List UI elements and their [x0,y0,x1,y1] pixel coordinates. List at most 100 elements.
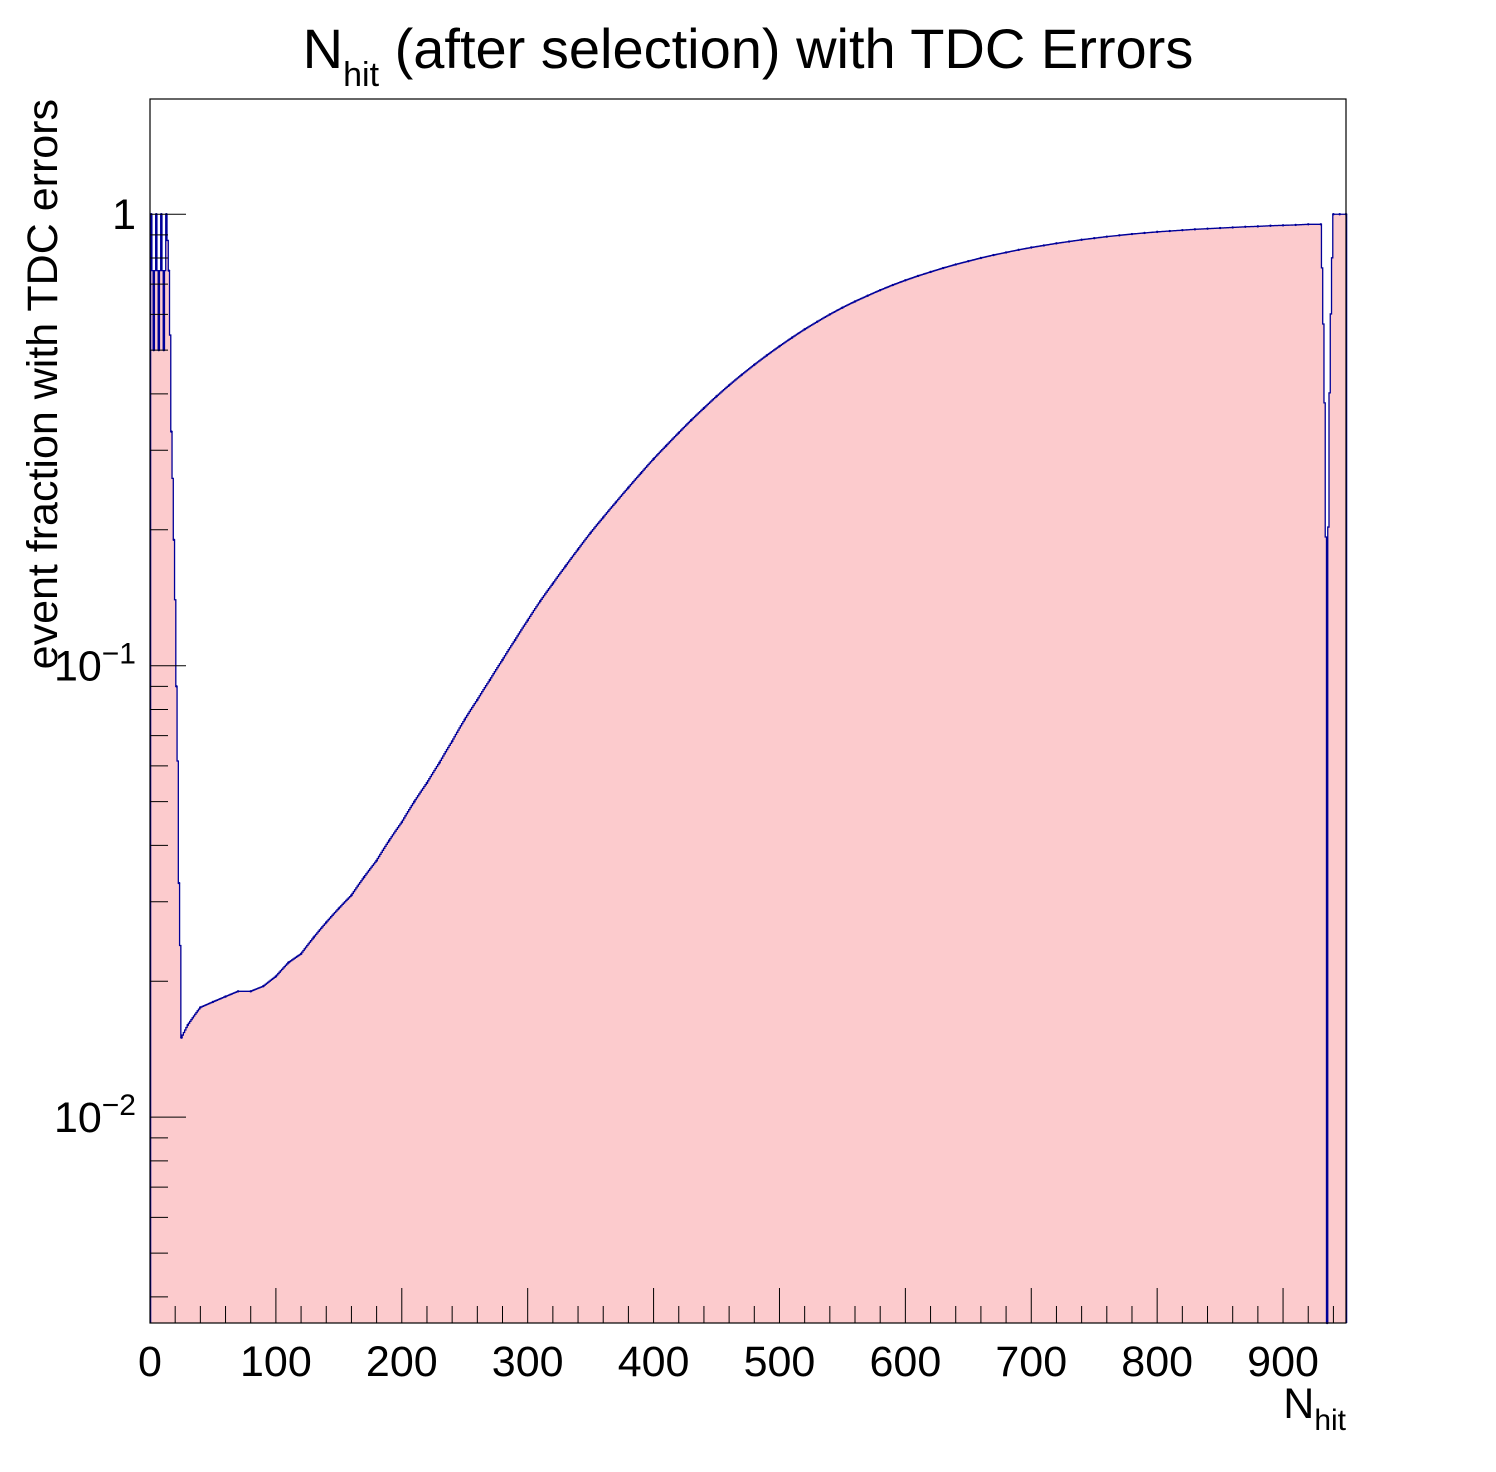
data-point [853,300,857,303]
data-point [388,839,391,842]
data-point [249,990,252,993]
data-point [979,256,983,260]
data-point [803,328,806,331]
data-point [262,985,265,988]
data-point [1080,238,1083,241]
data-point [790,336,794,339]
data-point [866,294,869,297]
data-point [413,800,416,803]
data-point [450,740,454,743]
data-point [664,444,668,447]
data-point [753,363,756,366]
data-point [501,658,504,662]
data-point [740,373,743,376]
data-point [1332,213,1335,216]
data-point [1281,224,1285,227]
y-tick-label-base: 10 [54,1094,102,1142]
data-point [167,269,171,272]
chart-title-subscript: hit [343,56,379,94]
x-tick-label: 200 [366,1338,438,1386]
chart-title: Nhit (after selection) with TDC Errors [303,17,1194,94]
series-0-outline [149,213,1348,1324]
data-point [1055,242,1058,245]
x-tick-label: 900 [1247,1338,1319,1386]
data-point [463,718,466,721]
data-point [602,516,605,519]
data-point [172,538,176,542]
x-tick-label: 400 [618,1338,690,1386]
y-tick-label: 10−1 [54,638,136,691]
data-point [513,638,517,642]
data-point [1017,248,1020,252]
data-point [224,995,227,998]
x-tick-label: 800 [1121,1338,1193,1386]
x-axis-label-main: N [1283,1380,1314,1428]
data-point [1338,213,1341,216]
x-tick-label: 0 [138,1338,162,1386]
y-axis: 110−110−2 [54,191,186,1298]
data-point [816,320,819,323]
data-point [551,582,555,585]
data-point [589,531,592,534]
data-point [1042,244,1046,247]
data-point [765,354,769,357]
data-point [1155,230,1159,234]
chart-title-rest: (after selection) with TDC Errors [379,17,1193,80]
data-point [677,431,680,435]
data-point [1319,223,1323,226]
data-point [778,345,781,348]
data-point [199,1006,202,1009]
data-point [1269,224,1272,227]
data-point [1105,235,1109,238]
data-point [916,274,920,278]
data-point [929,270,932,274]
data-point [476,698,479,702]
x-axis-label-subscript: hit [1314,1404,1346,1437]
data-point [350,894,353,897]
data-point [1067,240,1071,243]
data-point [438,761,441,764]
data-point [1130,232,1134,236]
data-point [841,306,844,309]
data-point [690,418,693,422]
data-point [375,859,378,862]
x-axis-label: Nhit [1283,1380,1346,1437]
data-point [904,279,907,282]
data-point [1004,251,1008,254]
data-point [1093,236,1096,240]
data-point [1307,223,1310,226]
data-point [1118,234,1121,237]
data-point [941,266,945,270]
data-point [1168,229,1171,233]
data-point [236,990,240,993]
data-point [576,548,580,551]
data-point [539,599,542,603]
data-point [639,471,643,475]
y-tick-label-base: 1 [112,191,136,239]
x-tick-label: 100 [240,1338,312,1386]
data-point [180,1036,183,1039]
data-point [828,313,832,316]
data-point [891,283,894,287]
data-point [967,260,970,263]
data-point [702,406,706,410]
series-0-fill [150,214,1347,1324]
x-tick-label: 300 [492,1338,564,1386]
data-point [614,501,618,504]
data-point [287,961,290,964]
data-point [425,781,429,785]
y-tick-label-base: 10 [54,643,102,691]
data-point [299,952,303,956]
data-point [1294,223,1297,227]
x-tick-label: 600 [869,1338,941,1386]
data-point [1244,225,1247,228]
data-point [1193,228,1197,231]
x-tick-label: 700 [995,1338,1067,1386]
data-point [488,678,492,682]
data-point [186,1023,189,1027]
x-tick-label: 500 [744,1338,816,1386]
y-tick-label: 1 [112,191,136,239]
data-point [175,685,178,688]
y-tick-label-exponent: −1 [102,638,136,671]
